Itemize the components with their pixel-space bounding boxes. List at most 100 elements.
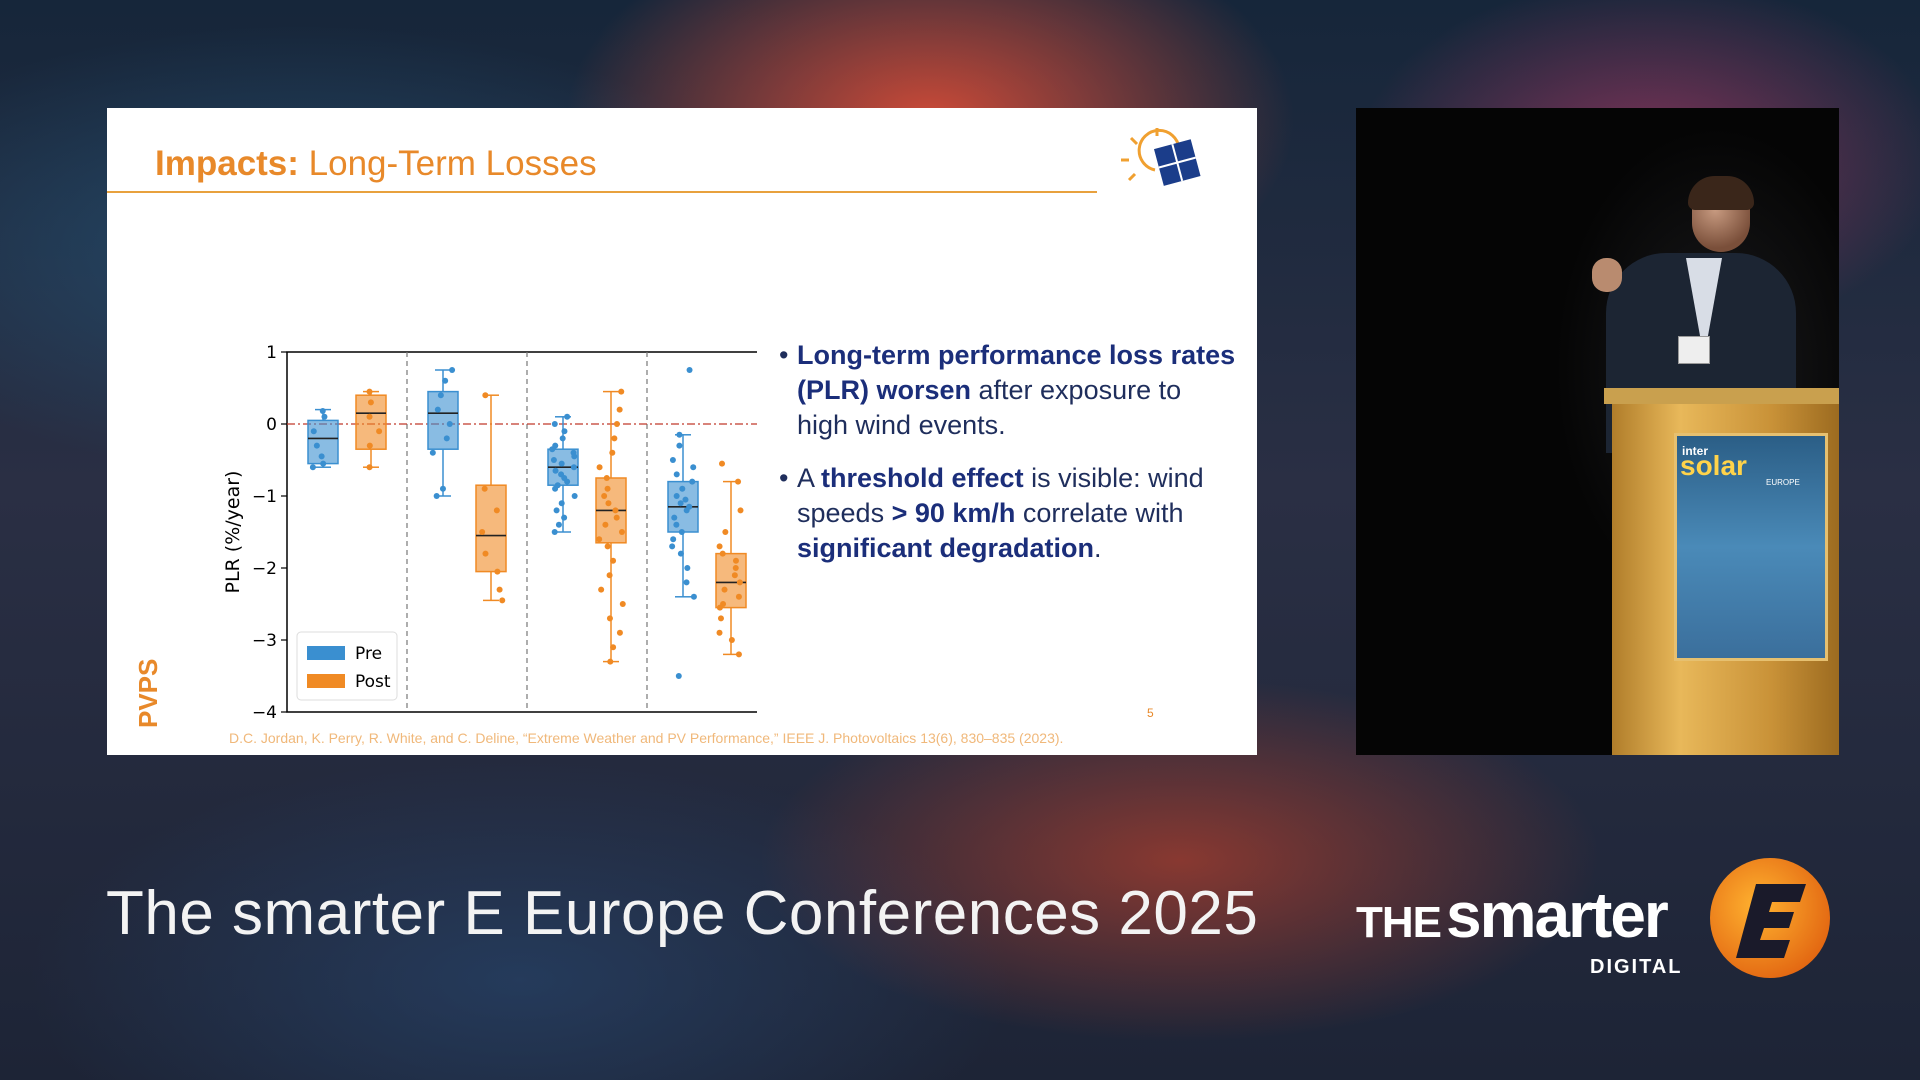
- data-point: [610, 644, 617, 651]
- data-point: [683, 507, 690, 514]
- data-point: [683, 579, 690, 586]
- bullet-text: A: [797, 463, 822, 493]
- data-point: [559, 435, 566, 442]
- data-point: [443, 435, 450, 442]
- data-point: [612, 507, 619, 514]
- pvps-side-label: PVPS: [133, 658, 163, 728]
- data-point: [610, 557, 617, 564]
- data-point: [722, 529, 729, 535]
- data-point: [482, 392, 489, 399]
- data-point: [618, 529, 625, 535]
- podium-logo: inter solar: [1680, 444, 1747, 482]
- citation: D.C. Jordan, K. Perry, R. White, and C. …: [229, 730, 1064, 746]
- data-point: [732, 565, 739, 571]
- data-point: [558, 460, 565, 467]
- data-point: [716, 543, 723, 550]
- bullet-dot: •: [779, 463, 789, 493]
- data-point: [673, 521, 680, 528]
- bullet-bold-text: significant degradation: [797, 533, 1095, 563]
- data-point: [481, 485, 488, 492]
- bullet-bold-text: > 90 km/h: [891, 498, 1016, 528]
- data-point: [676, 431, 683, 438]
- legend-label: Pre: [355, 644, 382, 664]
- data-point: [313, 442, 320, 449]
- bullet-item: • A threshold effect is visible: wind spe…: [779, 461, 1239, 566]
- data-point: [561, 514, 568, 521]
- data-point: [551, 529, 558, 535]
- data-point: [552, 485, 559, 492]
- brand-smarter: smarter: [1446, 879, 1669, 951]
- slide-title: Impacts: Long-Term Losses: [155, 144, 597, 184]
- brand-logo: THE smarter DIGITAL: [1356, 856, 1836, 986]
- data-point: [605, 500, 612, 507]
- legend-swatch: [307, 646, 345, 660]
- bullet-text: is visible: wind speeds: [797, 463, 1204, 528]
- brand-the: THE: [1356, 898, 1442, 947]
- data-point: [616, 406, 623, 413]
- data-point: [309, 464, 316, 471]
- data-point: [690, 464, 697, 471]
- data-point: [598, 586, 605, 593]
- data-point: [366, 442, 373, 449]
- box-body: [427, 390, 459, 450]
- slide-page-number: 5: [1147, 706, 1154, 720]
- data-point: [716, 604, 723, 611]
- data-point: [499, 597, 506, 604]
- data-point: [570, 464, 577, 471]
- legend-swatch: [307, 674, 345, 688]
- data-point: [731, 572, 738, 579]
- data-point: [719, 550, 726, 557]
- data-point: [735, 651, 742, 658]
- y-tick-label: −4: [252, 703, 277, 723]
- data-point: [604, 543, 611, 550]
- y-tick-label: −2: [252, 559, 277, 579]
- data-point: [737, 507, 744, 514]
- sun-solar-panel-icon: [1121, 128, 1201, 186]
- data-point: [616, 629, 623, 636]
- data-point: [736, 579, 743, 586]
- slide-title-bold: Impacts:: [155, 144, 299, 183]
- bullet-text: correlate with: [1015, 498, 1184, 528]
- data-point: [564, 413, 571, 420]
- data-point: [479, 529, 486, 535]
- data-point: [553, 507, 560, 514]
- data-point: [596, 464, 603, 471]
- box-body: [475, 484, 507, 573]
- data-point: [678, 529, 685, 535]
- data-point: [669, 543, 676, 550]
- data-point: [676, 442, 683, 449]
- data-point: [677, 500, 684, 507]
- data-point: [609, 449, 616, 456]
- data-point: [603, 475, 610, 481]
- legend-label: Post: [355, 672, 391, 692]
- data-point: [716, 629, 723, 636]
- data-point: [482, 550, 489, 557]
- data-point: [555, 521, 562, 528]
- data-point: [549, 446, 556, 453]
- data-point: [571, 493, 578, 499]
- data-point: [449, 367, 456, 373]
- name-badge: [1678, 336, 1710, 364]
- bullet-bold-text: Long-term performance loss rates (PLR) w…: [797, 340, 1236, 405]
- data-point: [618, 388, 625, 395]
- data-point: [735, 478, 742, 485]
- podium-panel: [1674, 433, 1828, 661]
- data-point: [561, 428, 568, 435]
- speaker-hair: [1688, 176, 1754, 210]
- podium-logo-main: solar: [1680, 450, 1747, 481]
- podium-logo-region: EUROPE: [1766, 478, 1800, 487]
- smarter-e-logo-icon: [1710, 858, 1830, 978]
- data-point: [496, 586, 503, 593]
- data-point: [732, 557, 739, 564]
- data-point: [670, 536, 677, 543]
- data-point: [604, 485, 611, 492]
- data-point: [433, 493, 440, 499]
- data-point: [719, 460, 726, 467]
- data-point: [689, 478, 696, 485]
- brand-digital: DIGITAL: [1590, 956, 1683, 978]
- data-point: [735, 593, 742, 600]
- data-point: [669, 457, 676, 463]
- data-point: [319, 408, 326, 415]
- data-point: [684, 565, 691, 571]
- podium-top: [1604, 388, 1839, 404]
